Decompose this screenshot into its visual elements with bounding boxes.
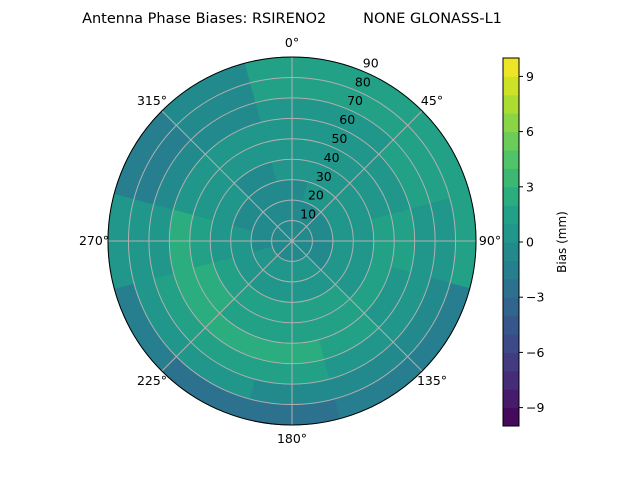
colorbar-tick-label: 3 (526, 179, 534, 194)
azimuth-gridline (291, 240, 423, 372)
colorbar-level (503, 131, 519, 151)
colorbar-level (503, 407, 519, 427)
colorbar-tick-label: 0 (526, 235, 534, 250)
radial-tick-label: 30 (316, 169, 332, 184)
radial-tick-label: 90 (363, 55, 379, 70)
colorbar-level (503, 168, 519, 188)
azimuth-tick-label: 90° (479, 233, 501, 248)
azimuth-tick-label: 225° (137, 373, 167, 388)
colorbar-level (503, 58, 519, 77)
colorbar-level (503, 297, 519, 317)
colorbar-level (503, 352, 519, 372)
azimuth-tick-label: 270° (79, 233, 109, 248)
polar-frame (107, 56, 477, 426)
colorbar-level (503, 260, 519, 280)
radial-tick-label: 70 (347, 93, 363, 108)
colorbar-tick-label: 6 (526, 124, 534, 139)
azimuth-tick-label: 180° (277, 431, 307, 446)
colorbar-level (503, 223, 519, 243)
radial-tick-label: 10 (300, 207, 316, 222)
colorbar-tick-label: −9 (526, 400, 544, 415)
radial-tick-label: 80 (355, 74, 371, 89)
polar-grid (108, 57, 476, 425)
colorbar-level (503, 278, 519, 298)
colorbar-level (503, 186, 519, 206)
colorbar: −9 −6 −3 0 3 6 9 (502, 57, 544, 427)
azimuth-gridline (161, 240, 293, 372)
azimuth-gridline (291, 110, 423, 242)
colorbar-tick-label: −3 (526, 290, 544, 305)
chart-title: Antenna Phase Biases: RSIRENO2 NONE GLON… (82, 11, 502, 27)
colorbar-level (503, 315, 519, 335)
colorbar-level (503, 389, 519, 409)
radial-tick-label: 60 (339, 112, 355, 127)
azimuth-tick-labels: 0° 45° 90° 135° 180° 225° 270° 315° (79, 35, 501, 446)
radial-tick-label: 20 (308, 188, 324, 203)
colorbar-tick-label: −6 (526, 345, 544, 360)
azimuth-tick-label: 135° (417, 373, 447, 388)
colorbar-level (503, 150, 519, 169)
colorbar-level (503, 76, 519, 96)
colorbar-level (503, 94, 519, 114)
colorbar-tick-label: 9 (526, 69, 534, 84)
colorbar-level (503, 113, 519, 133)
colorbar-level (503, 334, 519, 353)
azimuth-gridline (161, 110, 293, 242)
radial-tick-label: 50 (331, 131, 347, 146)
azimuth-tick-label: 45° (421, 93, 443, 108)
colorbar-level (503, 242, 519, 261)
colorbar-label: Bias (mm) (555, 211, 569, 273)
colorbar-level (503, 205, 519, 225)
azimuth-tick-label: 315° (137, 93, 167, 108)
radial-tick-label: 40 (324, 150, 340, 165)
colorbar-level (503, 370, 519, 390)
radial-tick-labels: 10 20 30 40 50 60 70 80 90 (300, 55, 379, 221)
azimuth-tick-label: 0° (285, 35, 299, 50)
